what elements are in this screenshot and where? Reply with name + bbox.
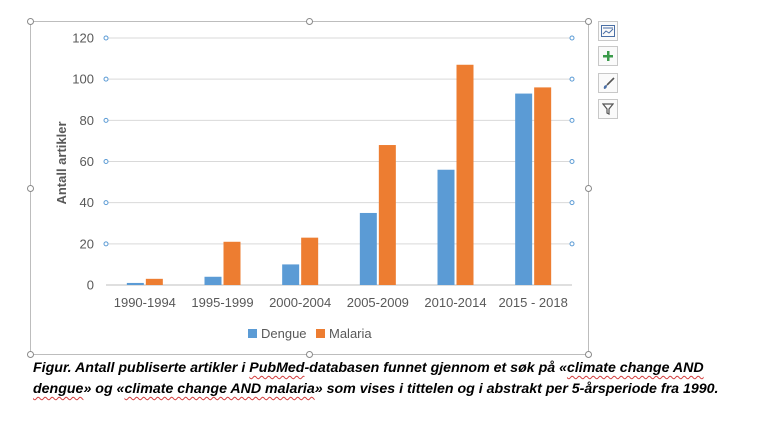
gridline-handle[interactable] (103, 76, 109, 82)
gridline-handle[interactable] (569, 35, 575, 41)
chart-styles-button[interactable] (598, 73, 618, 93)
x-tick-label: 2005-2009 (347, 295, 409, 310)
gridlines (103, 35, 575, 286)
x-tick-label: 2015 - 2018 (498, 295, 567, 310)
gridline-handle[interactable] (103, 159, 109, 164)
bar-dengue[interactable] (282, 264, 300, 285)
x-tick-label: 2000-2004 (269, 295, 331, 310)
chart-layout-icon (601, 25, 615, 37)
gridline-handle[interactable] (569, 159, 575, 164)
y-tick-label: 100 (72, 72, 94, 87)
resize-handle-top-right[interactable] (585, 18, 592, 25)
x-tick-label: 1990-1994 (114, 295, 176, 310)
legend-label: Dengue (261, 326, 307, 341)
legend[interactable]: Dengue Malaria (248, 326, 372, 341)
bar-dengue[interactable] (204, 276, 222, 285)
resize-handle-bottom-left[interactable] (27, 351, 34, 358)
resize-handle-bottom-middle[interactable] (306, 351, 313, 358)
bar-malaria[interactable] (301, 237, 319, 285)
bar-chart: 0 20 40 60 80 100 120 1990-1994 1995-1999 2000-2… (54, 31, 575, 341)
resize-handle-top-middle[interactable] (306, 18, 313, 25)
resize-handle-middle-right[interactable] (585, 185, 592, 192)
bar-malaria[interactable] (223, 241, 241, 285)
filter-icon (602, 103, 614, 115)
resize-handle-top-left[interactable] (27, 18, 34, 25)
resize-handle-middle-left[interactable] (27, 185, 34, 192)
bar-malaria[interactable] (456, 64, 474, 285)
y-tick-label: 120 (72, 31, 94, 46)
gridline-handle[interactable] (569, 241, 575, 247)
resize-handle-bottom-right[interactable] (585, 351, 592, 358)
bar-malaria[interactable] (378, 145, 396, 285)
gridline-handle[interactable] (103, 117, 109, 123)
y-tick-label: 20 (80, 236, 94, 251)
y-axis-ticks: 0 20 40 60 80 100 120 (72, 31, 94, 293)
chart-elements-button[interactable] (598, 46, 618, 66)
figure-caption: Figur. Antall publiserte artikler i PubM… (33, 358, 763, 400)
chart-filters-button[interactable] (598, 99, 618, 119)
caption-dengue: dengue (33, 381, 84, 397)
x-tick-label: 1995-1999 (191, 295, 253, 310)
chart-layout-button[interactable] (598, 21, 618, 41)
y-tick-label: 60 (80, 154, 94, 169)
caption-climate-term: climate change AND malaria (124, 381, 315, 397)
legend-swatch (316, 329, 325, 338)
caption-climate-term: climate change AND (566, 360, 704, 376)
x-tick-label: 2010-2014 (424, 295, 486, 310)
plus-icon (603, 51, 613, 61)
bar-malaria[interactable] (145, 278, 163, 285)
bar-dengue[interactable] (437, 169, 455, 285)
legend-swatch (248, 329, 257, 338)
caption-text: -databasen funnet gjennom et søk på « (304, 360, 567, 376)
gridline-handle[interactable] (569, 200, 575, 206)
gridline-handle[interactable] (569, 76, 575, 82)
caption-text: » som vises i tittelen og i abstrakt per… (314, 381, 719, 397)
gridline-handle[interactable] (103, 35, 109, 41)
brush-icon (603, 76, 615, 89)
y-axis-label: Antall artikler (54, 121, 69, 204)
gridline-handle[interactable] (103, 241, 109, 247)
bar-dengue[interactable] (126, 282, 144, 285)
gridline-handle[interactable] (569, 117, 575, 123)
bar-malaria[interactable] (534, 87, 552, 286)
gridline-handle[interactable] (103, 200, 109, 206)
legend-label: Malaria (329, 326, 372, 341)
caption-pubmed: PubMed (249, 360, 305, 376)
y-tick-label: 40 (80, 195, 94, 210)
caption-text: Figur. Antall publiserte artikler i (33, 360, 250, 376)
bar-dengue[interactable] (515, 93, 533, 285)
bars (126, 64, 552, 286)
caption-text: » og « (83, 381, 125, 397)
bar-dengue[interactable] (359, 212, 377, 285)
y-tick-label: 0 (87, 278, 94, 293)
y-tick-label: 80 (80, 113, 94, 128)
x-axis-ticks: 1990-1994 1995-1999 2000-2004 2005-2009 2010… (114, 295, 568, 310)
